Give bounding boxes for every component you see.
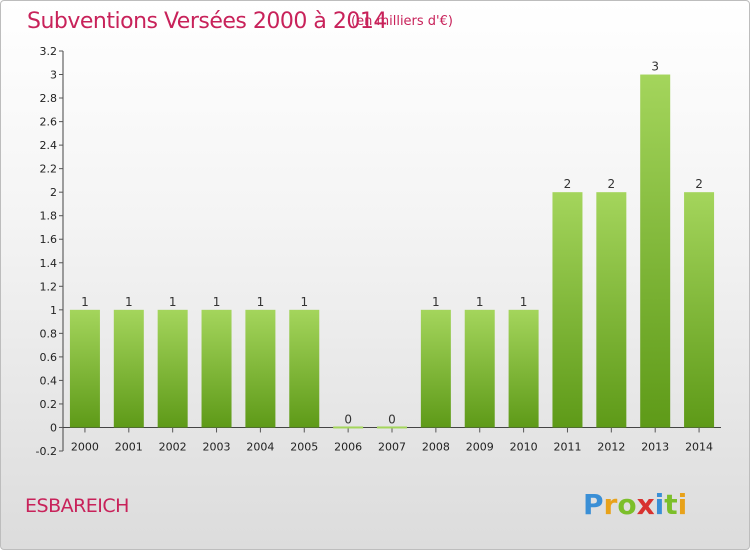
x-tick-label: 2005	[290, 440, 318, 453]
bar	[684, 192, 715, 428]
data-label: 1	[520, 295, 528, 309]
x-tick-label: 2012	[597, 440, 625, 453]
y-tick-label: 2	[50, 186, 57, 199]
bar	[333, 426, 364, 429]
y-tick-label: 0.4	[40, 374, 58, 387]
logo-letter: o	[617, 488, 637, 521]
data-label: 0	[388, 412, 396, 426]
x-tick-label: 2003	[203, 440, 231, 453]
data-label: 1	[81, 295, 89, 309]
logo-letter: t	[664, 488, 678, 521]
logo-letter: i	[654, 488, 665, 521]
data-label: 1	[300, 295, 308, 309]
y-tick-label: -0.2	[36, 445, 57, 458]
bar	[508, 309, 539, 428]
axes: -0.2 0 0.2 0.4 0.6 0.8 1 1.2 1.4 1.6 1.8 2 2.2 2.4 2.6…	[36, 45, 721, 458]
data-label: 1	[432, 295, 440, 309]
data-label: 2	[695, 177, 703, 191]
proxiti-logo: Proxiti	[583, 488, 687, 521]
x-tick-label: 2010	[510, 440, 538, 453]
commune-name: ESBAREICH	[25, 495, 129, 517]
bars	[69, 74, 715, 429]
x-tick-label: 2000	[71, 440, 99, 453]
data-label: 1	[476, 295, 484, 309]
y-tick-label: 2.8	[40, 92, 58, 105]
data-label: 2	[608, 177, 616, 191]
y-tick-label: 2.6	[40, 116, 58, 129]
bar	[640, 74, 671, 428]
x-tick-label: 2007	[378, 440, 406, 453]
data-label: 1	[257, 295, 265, 309]
y-tick-label: 0.2	[40, 398, 58, 411]
y-tick-label: 0	[50, 421, 57, 434]
data-label: 1	[125, 295, 133, 309]
logo-letter: i	[677, 488, 688, 521]
logo-letter: x	[636, 488, 655, 521]
y-tick-label: 0.8	[40, 327, 58, 340]
bar	[113, 309, 144, 428]
chart-subtitle: (en milliers d'€)	[351, 14, 453, 29]
data-label: 2	[564, 177, 572, 191]
y-tick-label: 2.2	[40, 163, 58, 176]
bar	[201, 309, 232, 428]
x-tick-label: 2008	[422, 440, 450, 453]
data-label: 3	[651, 60, 659, 74]
data-label: 1	[213, 295, 221, 309]
x-tick-label: 2004	[246, 440, 274, 453]
bar	[552, 192, 583, 428]
bar	[377, 426, 407, 429]
data-labels: 1 1 1 1 1 1 0 0 1 1 1 2 2 3 2	[81, 60, 703, 427]
data-label: 1	[169, 295, 177, 309]
bar	[464, 309, 495, 428]
x-tick-label: 2013	[641, 440, 669, 453]
bar	[157, 309, 188, 428]
bar	[420, 309, 451, 428]
chart-title: Subventions Versées 2000 à 2014	[27, 9, 387, 34]
x-tick-label: 2011	[553, 440, 581, 453]
x-tick-label: 2001	[115, 440, 143, 453]
x-tick-label: 2014	[685, 440, 713, 453]
x-tick-label: 2009	[466, 440, 494, 453]
y-tick-label: 1.2	[40, 280, 58, 293]
y-tick-label: 2.4	[40, 139, 58, 152]
bar	[289, 309, 320, 428]
bar	[596, 192, 627, 428]
bar	[245, 309, 276, 428]
y-tick-label: 3.2	[40, 45, 58, 58]
bar	[69, 309, 100, 428]
x-tick-label: 2002	[159, 440, 187, 453]
y-tick-label: 1.8	[40, 210, 58, 223]
x-tick-label: 2006	[334, 440, 362, 453]
logo-letter: P	[583, 488, 604, 521]
y-tick-label: 0.6	[40, 351, 58, 364]
y-tick-label: 1.4	[40, 257, 58, 270]
y-tick-label: 1	[50, 304, 57, 317]
y-tick-label: 3	[50, 69, 57, 82]
y-tick-label: 1.6	[40, 233, 58, 246]
data-label: 0	[344, 412, 352, 426]
logo-letter: r	[603, 488, 618, 521]
